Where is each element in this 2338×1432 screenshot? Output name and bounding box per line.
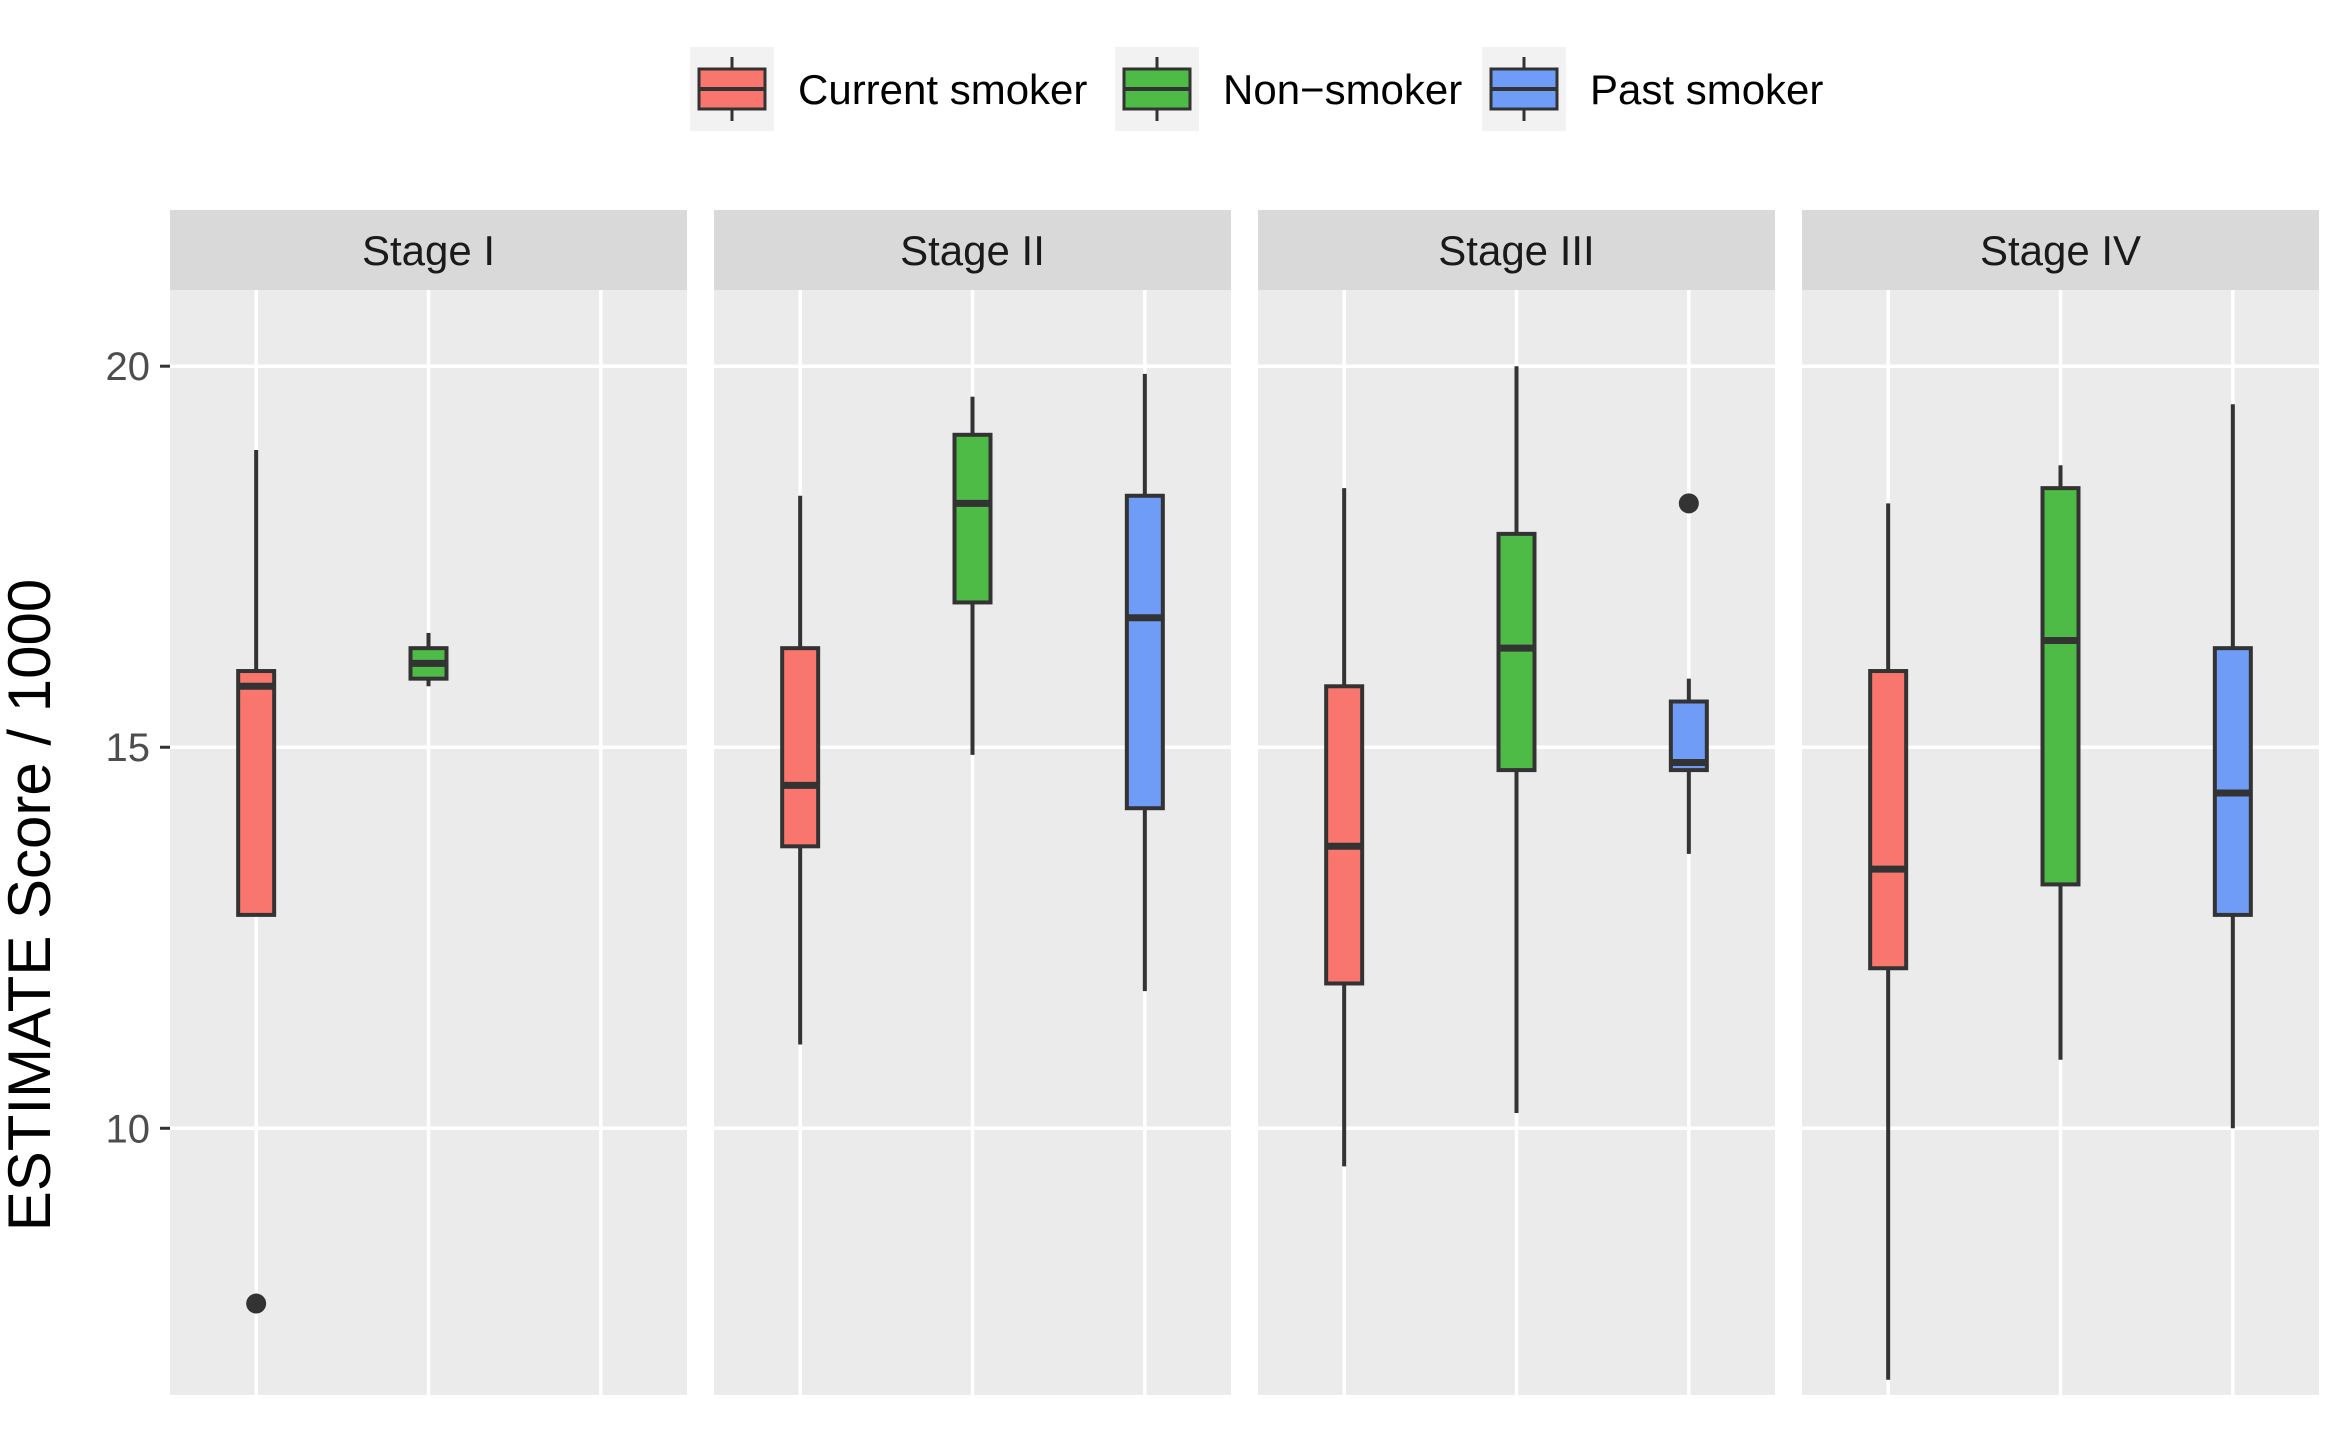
facet-strip [1258, 210, 1775, 290]
box-iqr [1324, 684, 1365, 986]
box-plot [1496, 366, 1537, 1114]
facet-strip [714, 210, 1231, 290]
outlier-point [246, 1293, 267, 1314]
legend-label: Past smoker [1590, 66, 1823, 113]
box-plot [780, 495, 821, 1045]
facet-panel: Stage II [714, 210, 1231, 1395]
box-iqr [780, 646, 821, 849]
box-plot [2040, 465, 2081, 1060]
outlier-point [1678, 493, 1699, 514]
facet-panel: Stage IV [1802, 210, 2319, 1395]
facet-strip-label: Stage I [362, 227, 495, 274]
y-axis-title: ESTIMATE Score / 1000 [0, 579, 63, 1231]
box-iqr [952, 432, 993, 605]
box-plot [1324, 488, 1365, 1167]
legend-item: Past smoker [1482, 47, 1823, 131]
box-plot [2212, 404, 2253, 1129]
box-plot [1668, 493, 1709, 854]
box-iqr [2212, 646, 2253, 917]
y-axis: 10 15 20 [106, 345, 170, 1151]
box-iqr [1868, 669, 1909, 971]
facet-strip-label: Stage III [1438, 227, 1594, 274]
legend-item: Non−smoker [1115, 47, 1462, 131]
legend-label: Non−smoker [1223, 66, 1462, 113]
facet-panel: Stage I [170, 210, 687, 1395]
y-tick-label: 15 [106, 726, 151, 770]
facet-strip [1802, 210, 2319, 290]
legend-item: Current smoker [690, 47, 1087, 131]
facet-panel: Stage III [1258, 210, 1775, 1395]
box-iqr [1124, 493, 1165, 811]
box-iqr [236, 669, 277, 917]
facet-strip [170, 210, 687, 290]
legend-label: Current smoker [798, 66, 1087, 113]
y-tick-label: 20 [106, 345, 151, 389]
facet-strip-label: Stage IV [1980, 227, 2141, 274]
box-iqr [2040, 486, 2081, 887]
box-iqr [1668, 699, 1709, 773]
facet-strip-label: Stage II [900, 227, 1045, 274]
box-plot [952, 396, 993, 755]
box-plot [1868, 503, 1909, 1380]
box-plot [236, 450, 277, 1314]
y-tick-label: 10 [106, 1107, 151, 1151]
box-plot [1124, 373, 1165, 992]
box-iqr [1496, 531, 1537, 773]
facet-panels: Stage I Stage II Stage III Stage IV [170, 210, 2319, 1395]
box-plot [408, 632, 449, 687]
legend: Current smoker Non−smoker Past smoker [690, 47, 1823, 131]
